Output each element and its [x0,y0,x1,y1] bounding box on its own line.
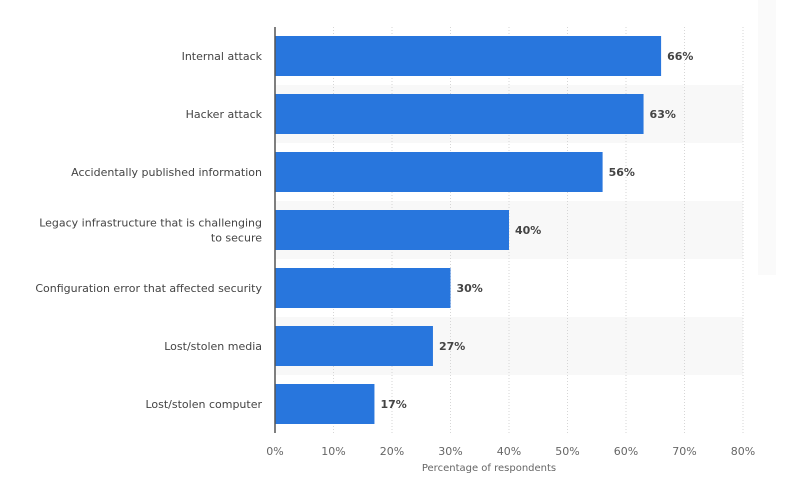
bar [275,94,644,134]
bar [275,152,603,192]
data-label: 56% [609,166,635,179]
x-tick-label: 40% [497,445,521,458]
category-label: Accidentally published information [71,166,262,179]
x-tick-label: 20% [380,445,404,458]
category-label: Lost/stolen media [164,340,262,353]
category-label: Legacy infrastructure that is challengin… [39,217,262,230]
bar [275,36,662,76]
x-tick-label: 50% [555,445,579,458]
x-tick-label: 80% [731,445,755,458]
category-label: Configuration error that affected securi… [35,282,262,295]
category-label: Hacker attack [186,108,263,121]
side-panel [758,0,776,275]
bar [275,268,451,308]
bar [275,326,433,366]
category-label: to secure [211,232,262,245]
data-label: 66% [667,50,693,63]
x-tick-label: 70% [672,445,696,458]
data-label: 17% [380,398,406,411]
bar [275,384,375,424]
category-label: Internal attack [182,50,263,63]
data-label: 30% [457,282,483,295]
data-label: 40% [515,224,541,237]
data-label: 27% [439,340,465,353]
x-tick-label: 30% [438,445,462,458]
x-axis-title: Percentage of respondents [422,463,556,474]
category-label: Lost/stolen computer [145,398,262,411]
bar [275,210,509,250]
x-tick-label: 60% [614,445,638,458]
x-tick-label: 0% [266,445,283,458]
data-label: 63% [650,108,676,121]
x-tick-label: 10% [321,445,345,458]
